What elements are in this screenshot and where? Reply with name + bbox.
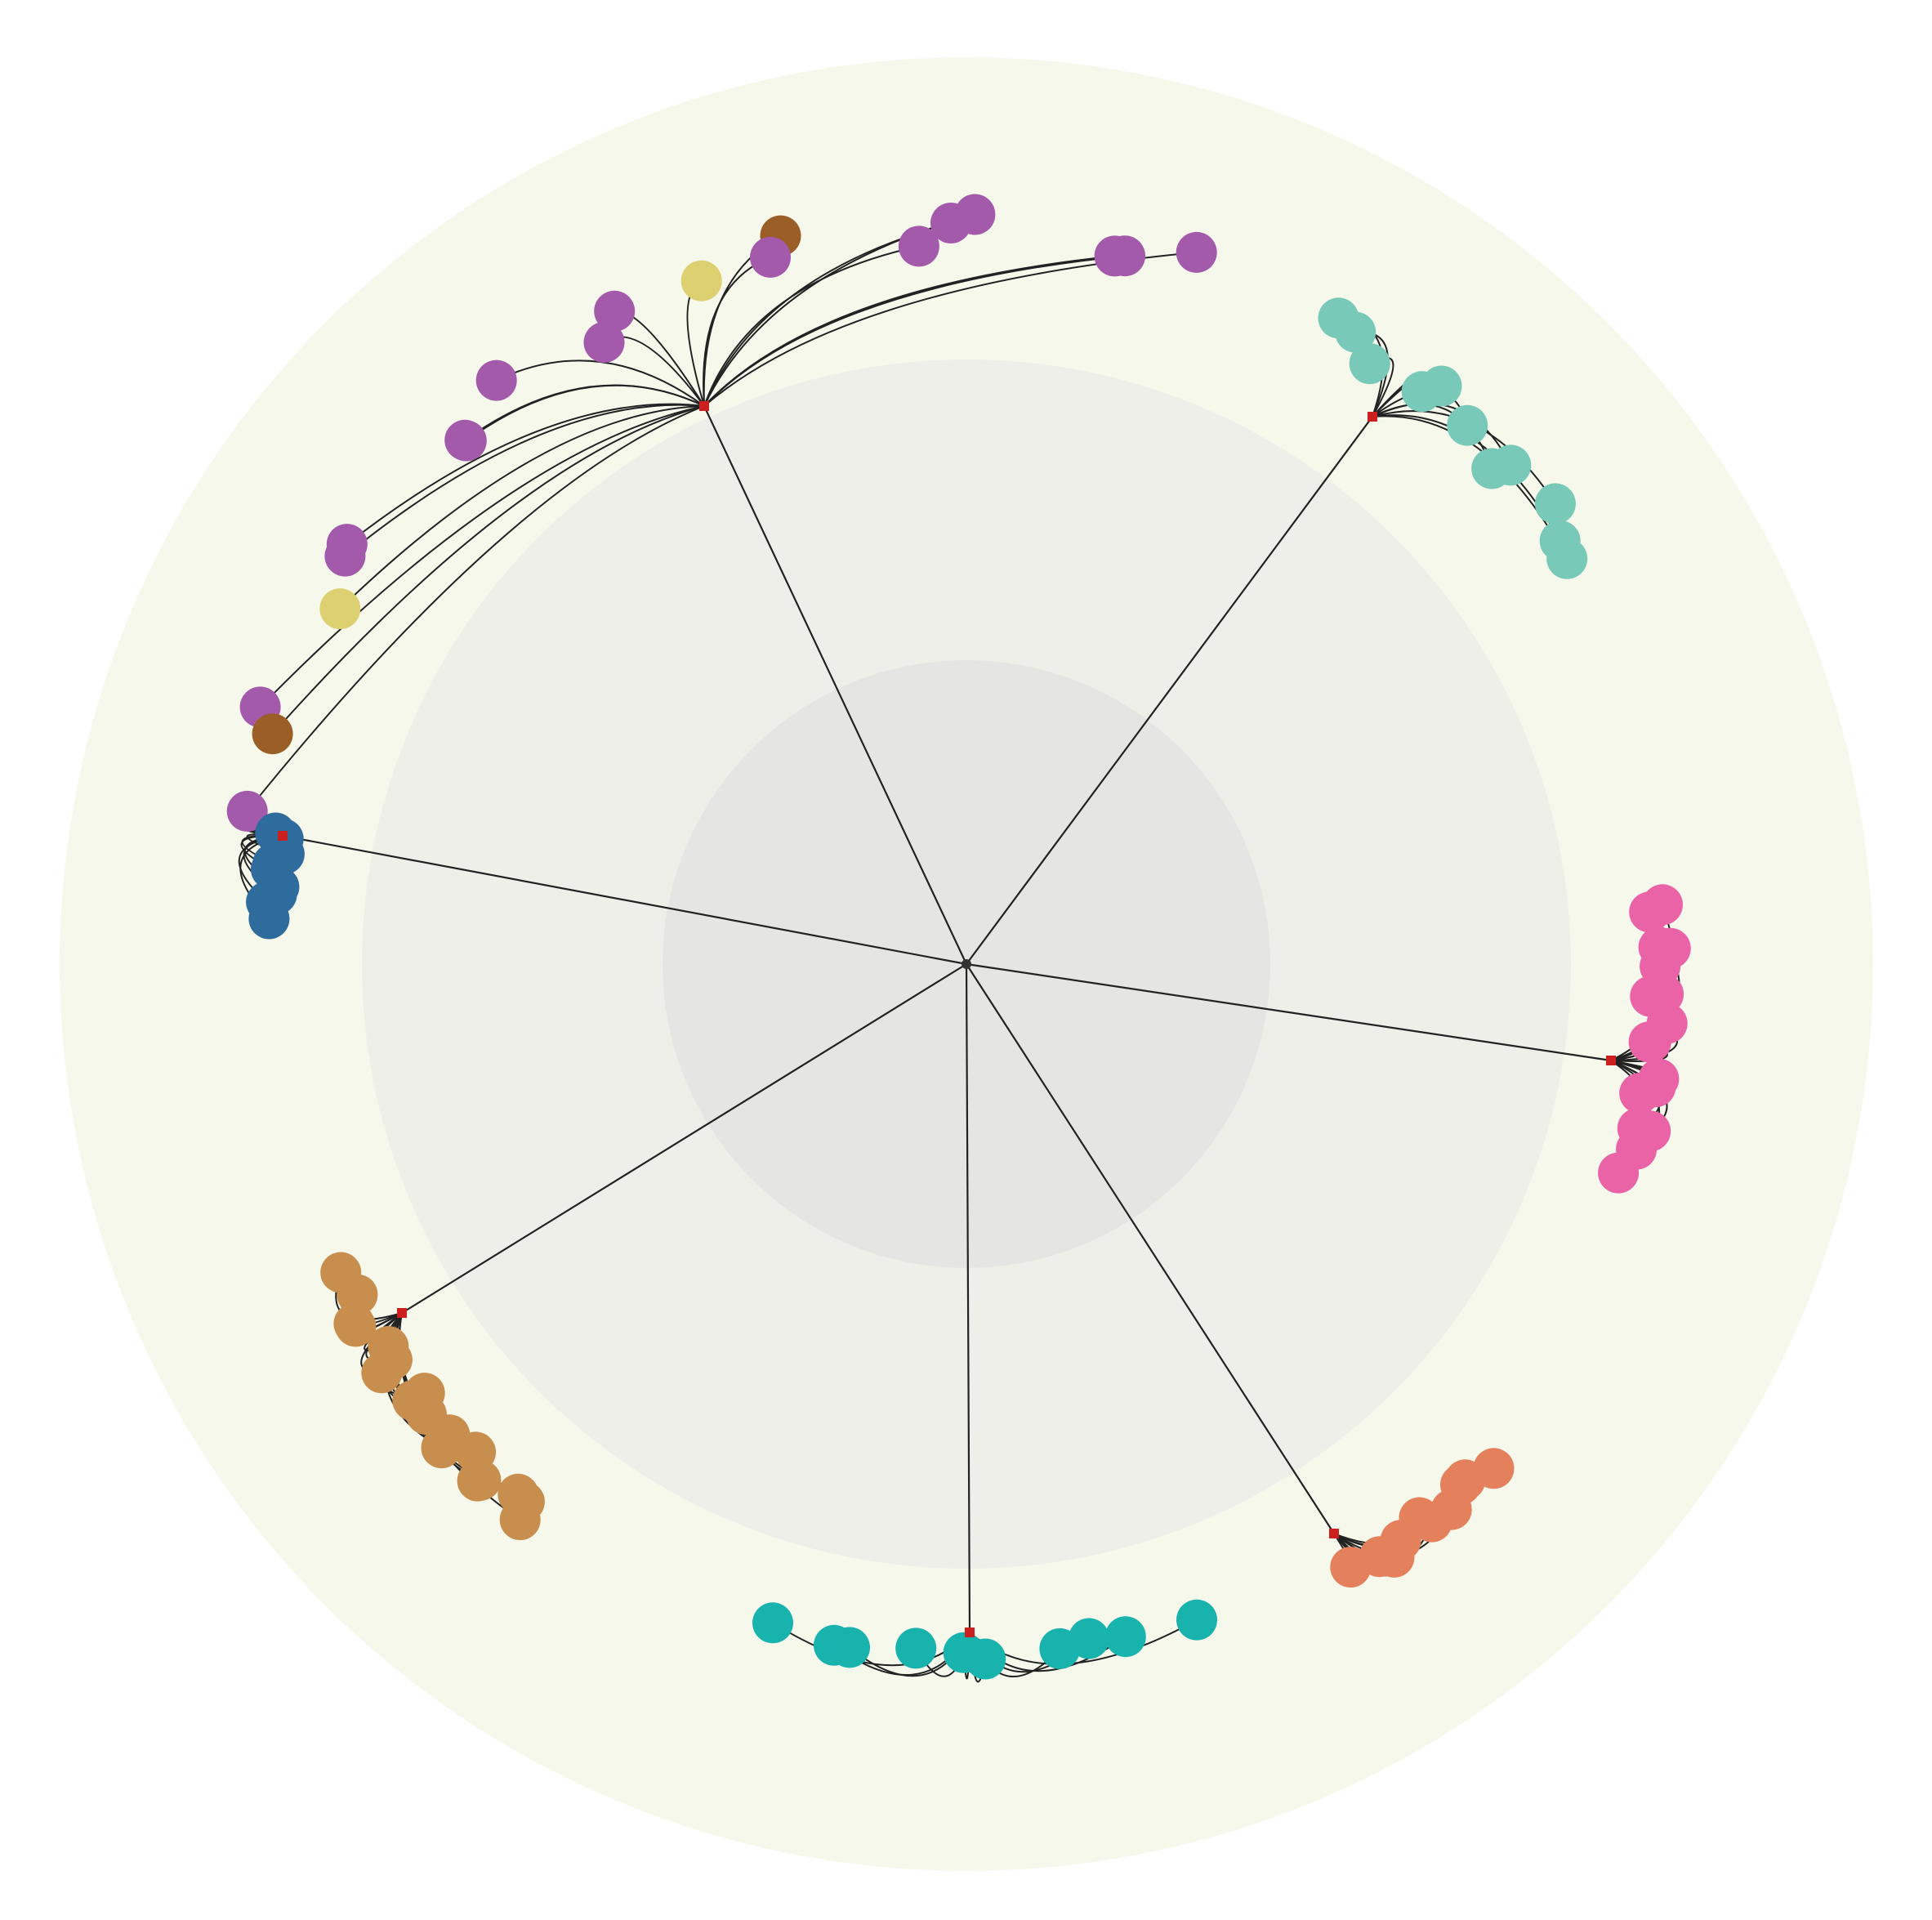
hub-node-orange [1329, 1529, 1339, 1538]
leaf-node [829, 1627, 870, 1668]
leaf-node [965, 1638, 1006, 1680]
edge-root-blue [282, 834, 967, 966]
hub-node-tan [397, 1308, 407, 1318]
root-node [962, 959, 971, 969]
edge-teal-7 [1372, 402, 1512, 466]
hub-node-cyan [965, 1628, 975, 1637]
edge-purple-7 [464, 384, 705, 441]
leaf-node [1176, 231, 1217, 273]
edge-purple-2 [271, 405, 705, 735]
leaf-nodes [226, 194, 1691, 1680]
edge-root-cyan [965, 963, 971, 1633]
edge-purple-18 [703, 255, 1115, 407]
leaf-node [1447, 404, 1488, 446]
edge-purple-1 [259, 405, 705, 708]
edge-purple-5 [346, 403, 705, 545]
leaf-node [444, 419, 486, 461]
leaf-node [361, 1352, 403, 1394]
edge-root-tan [401, 963, 967, 1314]
edge-teal-10 [1372, 415, 1568, 560]
leaf-node [1473, 1448, 1515, 1489]
leaf-node [1069, 1618, 1109, 1659]
leaf-node [954, 194, 996, 235]
hub-node-blue [278, 831, 288, 841]
hub-node-purple [699, 401, 709, 411]
leaf-node [1629, 891, 1671, 933]
edge-purple-4 [344, 404, 705, 557]
leaf-node [1619, 1073, 1661, 1114]
leaf-node [457, 1460, 498, 1502]
leaf-node [326, 524, 368, 565]
hub-node-teal [1368, 412, 1377, 422]
leaf-node [898, 225, 939, 267]
edge-root-purple [703, 405, 967, 965]
edge-root-pink [966, 962, 1612, 1062]
leaf-node [1176, 1599, 1217, 1641]
hub-nodes [278, 401, 1616, 1637]
leaf-node [1546, 538, 1588, 579]
leaf-node [1349, 343, 1390, 385]
leaf-node [1490, 444, 1532, 486]
leaf-node [752, 1602, 793, 1644]
leaf-node [499, 1499, 541, 1541]
leaf-node [1094, 235, 1136, 277]
leaf-node [895, 1628, 937, 1669]
leaf-node [333, 1303, 375, 1345]
leaf-node [1598, 1152, 1640, 1194]
leaf-node [226, 790, 268, 832]
leaf-node [583, 322, 625, 363]
leaf-node [1335, 311, 1376, 353]
leaf-node [248, 898, 290, 940]
leaf-node [750, 236, 791, 278]
leaf-node [1628, 1021, 1670, 1063]
leaf-node [1104, 1616, 1146, 1658]
leaf-node [475, 359, 517, 401]
hub-node-pink [1606, 1056, 1616, 1065]
edge-purple-0 [246, 405, 705, 812]
leaf-node [1421, 365, 1462, 407]
leaf-node [252, 713, 293, 755]
leaf-node [594, 290, 636, 332]
edge-purple-3 [339, 405, 705, 609]
leaf-node [319, 588, 361, 630]
leaf-node [680, 260, 722, 301]
leaf-node [1534, 483, 1576, 525]
edge-root-orange [966, 963, 1335, 1534]
edge-root-teal [966, 416, 1373, 965]
